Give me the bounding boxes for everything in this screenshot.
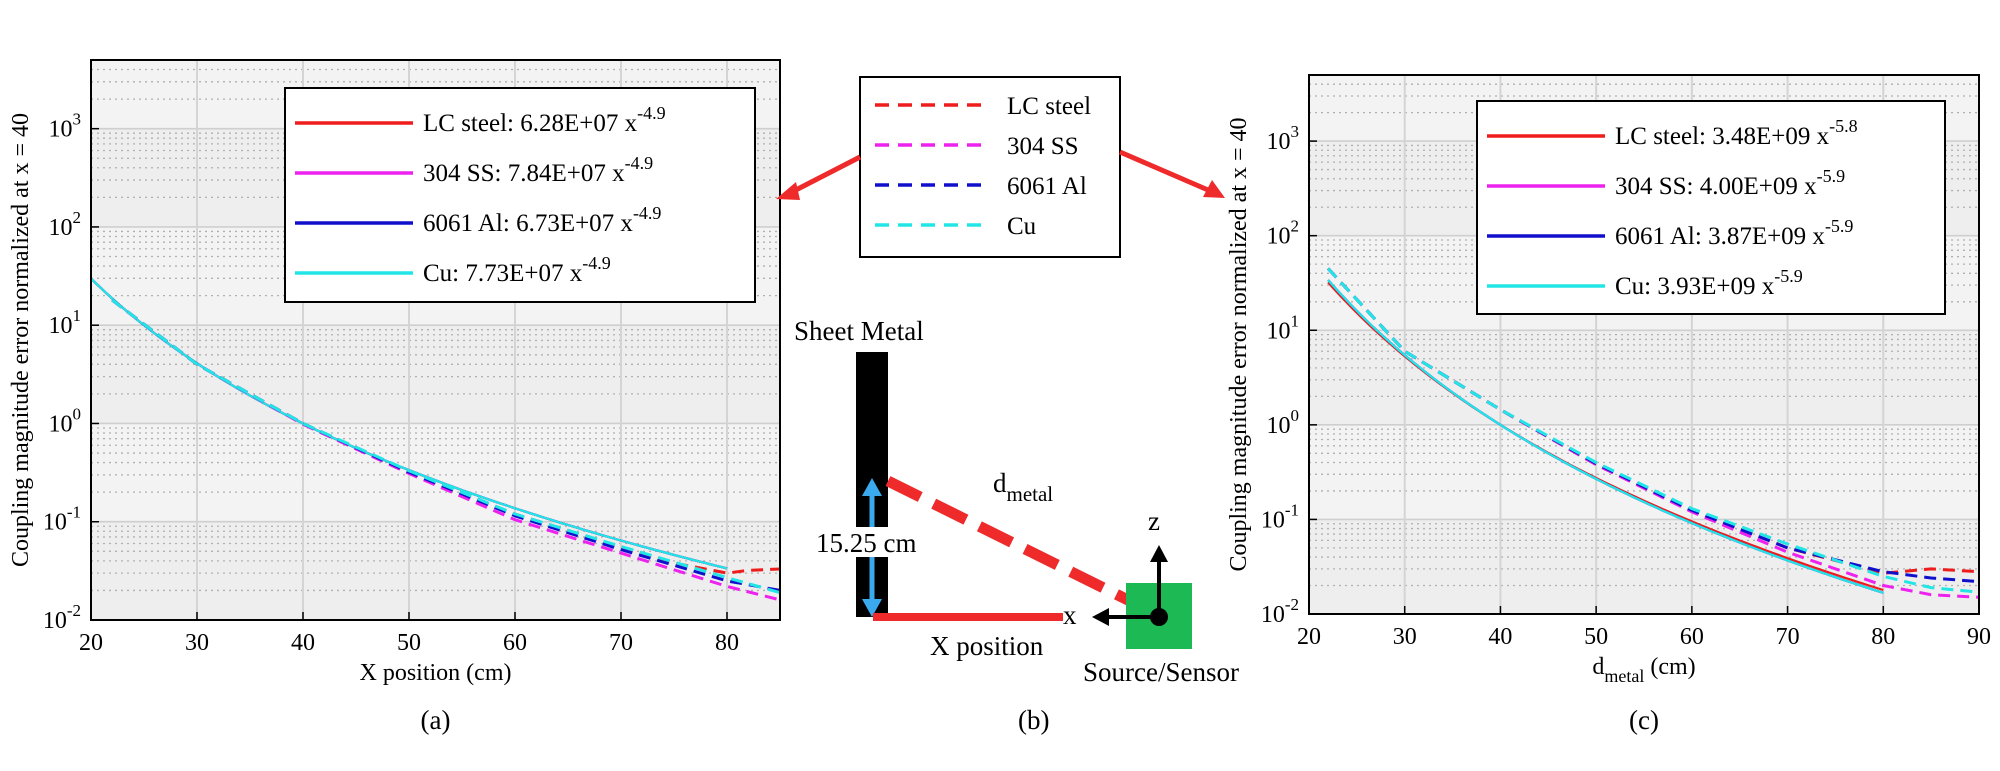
grid-band [1309, 519, 1979, 614]
series-line [111, 298, 781, 602]
y-tick-label: 10-2 [1261, 595, 1299, 628]
middle-legend: LC steel 304 SS 6061 Al Cu [875, 93, 1091, 240]
y-tick-label: 100 [49, 404, 82, 437]
x-axis-arrowhead [1092, 608, 1109, 626]
legend-entry: Cu: 3.93E+09 x-5.9 [1615, 266, 1803, 300]
y-tick-label: 10-2 [43, 601, 81, 634]
series-line [1326, 267, 1980, 594]
series-line [111, 298, 781, 595]
arrowhead-to-panel-a [776, 182, 800, 200]
y-tick-label: 10-1 [1261, 500, 1299, 533]
grid-band [91, 325, 780, 424]
grid-band [91, 423, 780, 522]
legend-entry: 6061 Al: 3.87E+09 x-5.9 [1615, 216, 1853, 250]
x-tick-label: 50 [1584, 624, 1608, 650]
z-axis-label: z [1148, 506, 1160, 536]
y-axis-label: Coupling magnitude error normalized at x… [8, 113, 34, 567]
sheet-metal-label: Sheet Metal [794, 316, 924, 346]
x-tick-label: 90 [1967, 624, 1991, 650]
z-axis-arrowhead [1150, 545, 1168, 562]
y-tick-label: 100 [1267, 406, 1300, 439]
x-tick-label: 60 [503, 630, 527, 656]
legend-entry: Cu: 7.73E+07 x-4.9 [423, 253, 611, 287]
x-axis-label: X position (cm) [360, 660, 512, 686]
panel-label: (a) [421, 705, 451, 735]
x-tick-label: 30 [1393, 624, 1417, 650]
x-axis-letter: x [1063, 600, 1077, 630]
middle-legend-box [859, 76, 1121, 258]
legend-entry: LC steel: 6.28E+07 x-4.9 [423, 103, 666, 137]
legend-entry: LC steel: 3.48E+09 x-5.8 [1615, 116, 1858, 150]
plot-frame [1308, 74, 1980, 615]
plot-frame [90, 59, 781, 621]
x-tick-label: 60 [1680, 624, 1704, 650]
grid-band [1309, 424, 1979, 520]
height-arrow-top [862, 478, 882, 496]
x-axis-label: dmetal (cm) [1592, 654, 1695, 686]
panel-label-b: (b) [1018, 705, 1049, 735]
x-tick-label: 30 [185, 630, 209, 656]
x-tick-label: 20 [79, 630, 103, 656]
legend-entry: 6061 Al: 6.73E+07 x-4.9 [423, 203, 661, 237]
arrow-to-panel-a [788, 154, 862, 196]
chart-panel-c: 20 30 40 50 60 70 80 90 10-2 10-1 100 101 102 103 Coup… [1226, 74, 1991, 735]
x-tick-label: 70 [1776, 624, 1800, 650]
chart-panel-a: 20 30 40 50 60 70 80 10-2 10-1 100 101 102 103 Coupli… [8, 59, 781, 735]
x-position-label: X position [930, 631, 1044, 661]
sensor-origin [1150, 608, 1168, 626]
sensor-label: Source/Sensor [1083, 657, 1239, 687]
legend-entry: 304 SS: 7.84E+07 x-4.9 [423, 153, 653, 187]
y-tick-label: 101 [49, 306, 82, 339]
x-tick-label: 40 [291, 630, 315, 656]
schematic-panel-b: LC steel 304 SS 6061 Al Cu Sheet Metal 15.2… [776, 76, 1239, 735]
middle-legend-entry: Cu [1007, 213, 1037, 240]
grid-band [1309, 330, 1979, 425]
x-tick-label: 80 [715, 630, 739, 656]
x-tick-label: 70 [609, 630, 633, 656]
arrowhead-to-panel-c [1203, 180, 1225, 198]
fit-curve [1327, 279, 1884, 594]
height-arrow-bottom [862, 599, 882, 617]
panel-label: (c) [1629, 705, 1659, 735]
legend-entry: 304 SS: 4.00E+09 x-5.9 [1615, 166, 1845, 200]
x-tick-label: 40 [1488, 624, 1512, 650]
middle-legend-entry: 6061 Al [1007, 173, 1087, 200]
x-tick-label: 50 [397, 630, 421, 656]
y-tick-label: 102 [1267, 217, 1300, 250]
arrow-to-panel-c [1119, 149, 1209, 193]
dmetal-line [885, 476, 1141, 610]
middle-legend-entry: LC steel [1007, 93, 1091, 120]
dmetal-label: dmetal [993, 468, 1053, 506]
middle-legend-entry: 304 SS [1007, 133, 1079, 160]
y-tick-label: 103 [49, 110, 82, 143]
y-axis-label: Coupling magnitude error normalized at x… [1226, 117, 1252, 571]
y-tick-label: 103 [1267, 122, 1300, 155]
y-tick-label: 10-1 [43, 503, 81, 536]
series-line [1326, 267, 1980, 584]
height-label: 15.25 cm [816, 528, 917, 558]
y-tick-label: 102 [49, 208, 82, 241]
grid-band [91, 521, 780, 620]
x-tick-label: 20 [1297, 624, 1321, 650]
y-tick-label: 101 [1267, 311, 1300, 344]
x-tick-label: 80 [1871, 624, 1895, 650]
